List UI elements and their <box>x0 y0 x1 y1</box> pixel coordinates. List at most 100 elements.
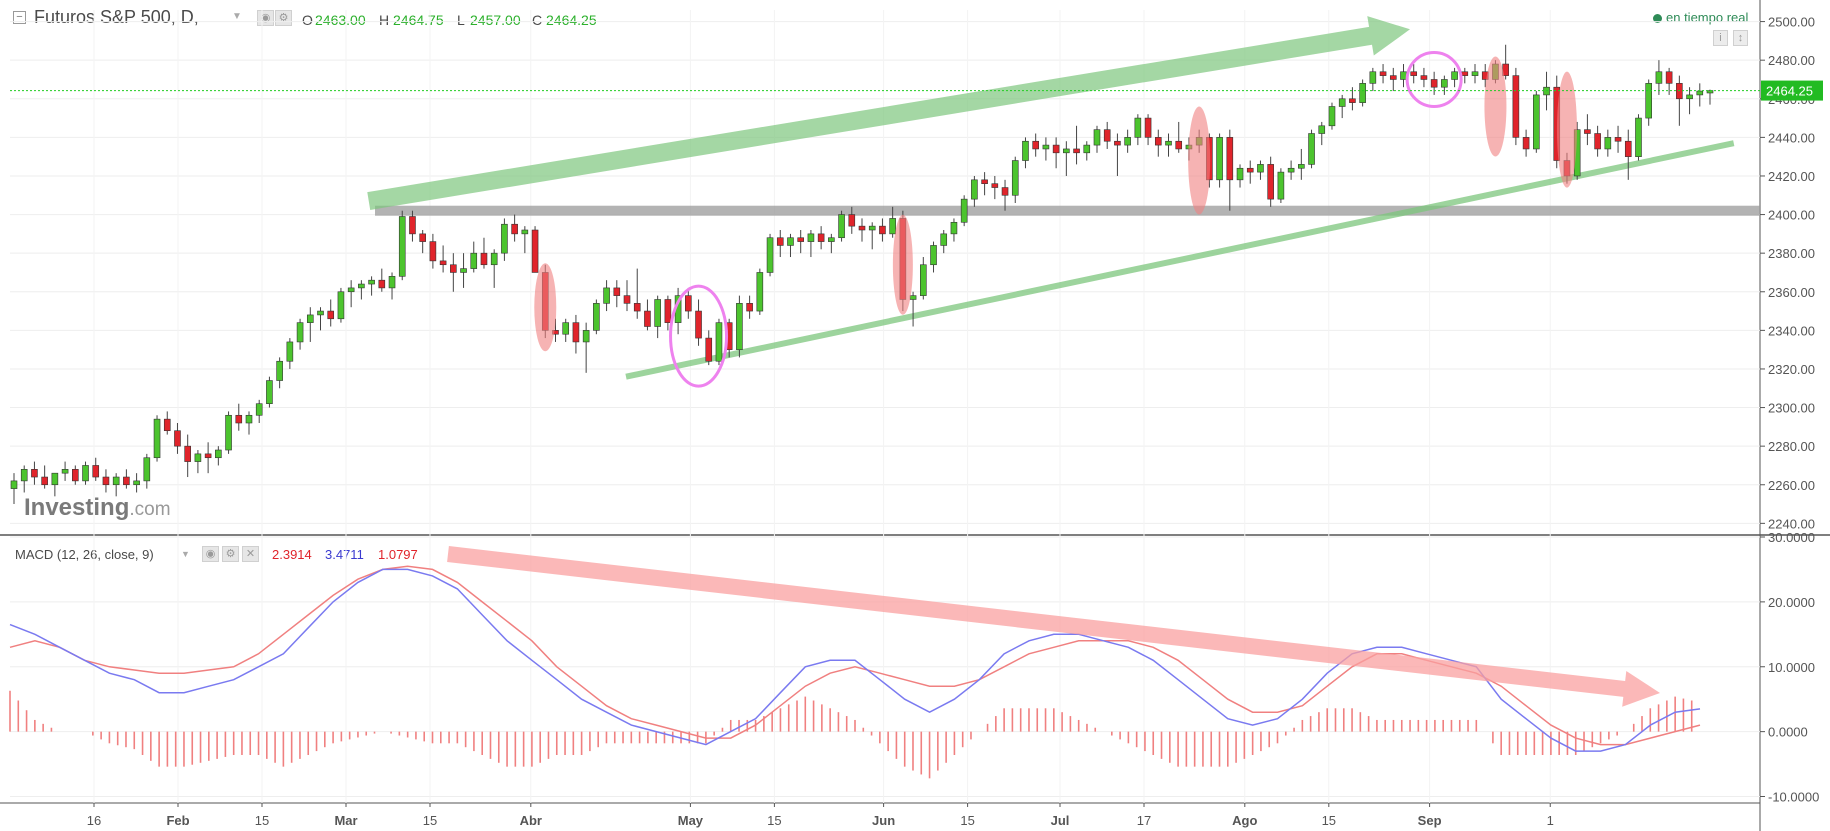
candle-up <box>562 322 570 335</box>
symbol-dropdown-icon[interactable]: ▼ <box>232 11 242 22</box>
candle-down <box>858 225 866 231</box>
candle-up <box>1318 125 1326 134</box>
candle-down <box>746 303 753 312</box>
macd-label[interactable]: MACD (12, 26, close, 9) <box>15 547 154 562</box>
macd-visibility-icon[interactable]: ◉ <box>202 546 219 562</box>
candle-down <box>848 214 856 227</box>
candle-down <box>1032 140 1039 150</box>
candle-up <box>276 360 283 381</box>
price-tick-label: 2340.00 <box>1768 323 1815 338</box>
brand-name: Investing <box>24 494 130 521</box>
price-tick-label: 2420.00 <box>1768 169 1815 184</box>
candle-up <box>582 330 590 343</box>
candle-up <box>20 469 28 482</box>
candle-down <box>1594 133 1601 150</box>
candle-down <box>1614 137 1622 142</box>
candle-up <box>1042 144 1050 150</box>
brand-suffix: .com <box>129 499 171 520</box>
candle-down <box>695 310 702 339</box>
candle-down <box>1175 140 1183 150</box>
macd-value-2: 3.4711 <box>325 547 364 562</box>
candle-up <box>255 403 263 416</box>
ohlc-c-value: 2464.25 <box>546 12 597 28</box>
candle-down <box>1420 75 1428 80</box>
candle-up <box>1471 71 1479 76</box>
candle-up <box>1236 167 1244 181</box>
macd-close-icon[interactable]: ✕ <box>242 546 259 562</box>
candle-up <box>787 237 794 246</box>
candle-up <box>286 341 294 362</box>
candle-down <box>1114 140 1121 146</box>
candle-down <box>1430 79 1438 88</box>
bearish-highlight <box>1188 106 1211 215</box>
highlight-circle <box>1405 50 1463 108</box>
candle-up <box>317 310 324 316</box>
candle-up <box>460 268 467 273</box>
candle-up <box>930 245 937 266</box>
date-tick-label: 15 <box>255 813 269 828</box>
current-price-text: 2464.25 <box>1766 84 1813 99</box>
candle-down <box>981 179 988 184</box>
candle-down <box>1624 140 1632 157</box>
ohlc-l-value: 2457.00 <box>470 12 521 28</box>
macd-dropdown-icon[interactable]: ▼ <box>181 549 190 559</box>
candle-down <box>480 252 488 266</box>
date-tick-label: Feb <box>166 813 189 828</box>
candle-up <box>1287 167 1295 173</box>
ohlc-h-label: H <box>379 12 390 28</box>
candle-down <box>92 465 100 478</box>
macd-tick-label: 0.0000 <box>1768 725 1808 740</box>
candle-up <box>1165 140 1172 146</box>
nav-arrows-icon[interactable]: ↕ <box>1733 30 1748 46</box>
candle-up <box>1338 98 1346 107</box>
macd-tick-label: 20.0000 <box>1768 595 1815 610</box>
candle-up <box>1257 164 1264 173</box>
macd-downtrend-arrow <box>447 546 1660 707</box>
candle-down <box>1154 137 1162 146</box>
price-tick-label: 2400.00 <box>1768 208 1815 223</box>
date-tick-label: Jun <box>872 813 895 828</box>
candle-up <box>960 198 968 223</box>
macd-line <box>9 568 1701 752</box>
candle-down <box>879 225 886 235</box>
candle-up <box>470 252 478 269</box>
date-tick-label: 15 <box>960 813 974 828</box>
candle-up <box>1083 144 1091 154</box>
date-tick-label: 17 <box>1137 813 1151 828</box>
support-trendline <box>625 140 1735 380</box>
candle-up <box>1022 140 1029 161</box>
candle-up <box>1011 160 1019 196</box>
candle-up <box>868 225 876 231</box>
candle-down <box>235 414 243 424</box>
date-tick-label: May <box>678 813 704 828</box>
candle-down <box>633 303 641 312</box>
macd-value-1: 2.3914 <box>272 547 312 562</box>
candle-down <box>1665 71 1673 84</box>
candle-down <box>409 216 416 235</box>
ohlc-h-value: 2464.75 <box>393 12 444 28</box>
bearish-highlight <box>1484 56 1507 157</box>
bearish-highlight <box>534 263 557 352</box>
candle-up <box>1063 148 1070 154</box>
candle-up <box>1400 71 1407 80</box>
macd-value-3: 1.0797 <box>378 547 418 562</box>
candle-up <box>1635 117 1642 157</box>
candle-down <box>991 183 999 188</box>
info-icon[interactable]: i <box>1713 30 1728 46</box>
macd-settings-icon[interactable]: ⚙ <box>222 546 239 562</box>
collapse-icon[interactable]: − <box>13 11 26 24</box>
candle-up <box>1093 129 1101 146</box>
price-tick-label: 2380.00 <box>1768 246 1815 261</box>
candle-down <box>174 430 181 447</box>
date-tick-label: Jul <box>1051 813 1070 828</box>
current-price-tag <box>1761 80 1823 101</box>
candle-up <box>1604 137 1612 150</box>
candle-up <box>828 237 835 242</box>
candle-down <box>41 476 48 486</box>
candle-down <box>1379 71 1387 76</box>
date-tick-label: Sep <box>1418 813 1442 828</box>
price-tick-label: 2280.00 <box>1768 439 1815 454</box>
candle-up <box>920 264 927 296</box>
candle-down <box>1584 129 1591 134</box>
